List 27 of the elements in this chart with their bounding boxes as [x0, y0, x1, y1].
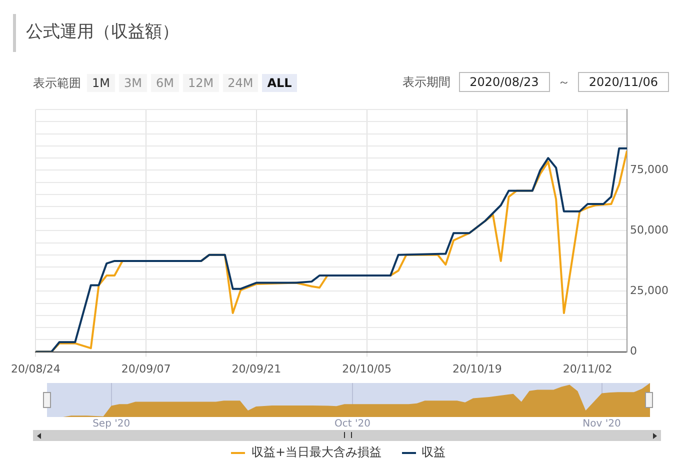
- text: ～: [558, 74, 570, 90]
- y-tick-label: 50,000: [630, 224, 668, 237]
- legend-label: 収益: [422, 444, 446, 461]
- x-tick-label: 20/09/07: [121, 362, 171, 376]
- text: 表示期間: [402, 74, 451, 90]
- text: 1M: [87, 74, 115, 92]
- x-tick-label: Nov '20: [582, 418, 621, 430]
- text: 表示範囲: [33, 74, 81, 92]
- chart-title: 公式運用（収益額）: [26, 21, 179, 43]
- x-tick-label: 20/11/02: [562, 362, 612, 376]
- text: 2020/11/06: [578, 72, 669, 92]
- text: 2020/08/23: [458, 72, 550, 92]
- x-tick-label: Oct '20: [334, 418, 370, 430]
- y-tick-label: 25,000: [630, 284, 668, 298]
- y-tick-label: 75,000: [630, 163, 668, 176]
- y-tick-label: 0: [630, 344, 637, 358]
- text: 12M: [183, 74, 219, 92]
- text: 24M: [222, 74, 258, 92]
- x-tick-label: 20/10/19: [452, 362, 502, 376]
- x-tick-label: 20/08/24: [11, 362, 60, 376]
- x-tick-label: 20/10/05: [342, 362, 392, 376]
- text: 3M: [119, 74, 147, 92]
- x-tick-label: 20/09/21: [232, 362, 282, 376]
- text: ALL: [262, 74, 297, 92]
- legend-label: 収益+当日最大含み損益: [251, 444, 382, 461]
- x-tick-label: Sep '20: [92, 418, 130, 430]
- text: 6M: [151, 74, 179, 92]
